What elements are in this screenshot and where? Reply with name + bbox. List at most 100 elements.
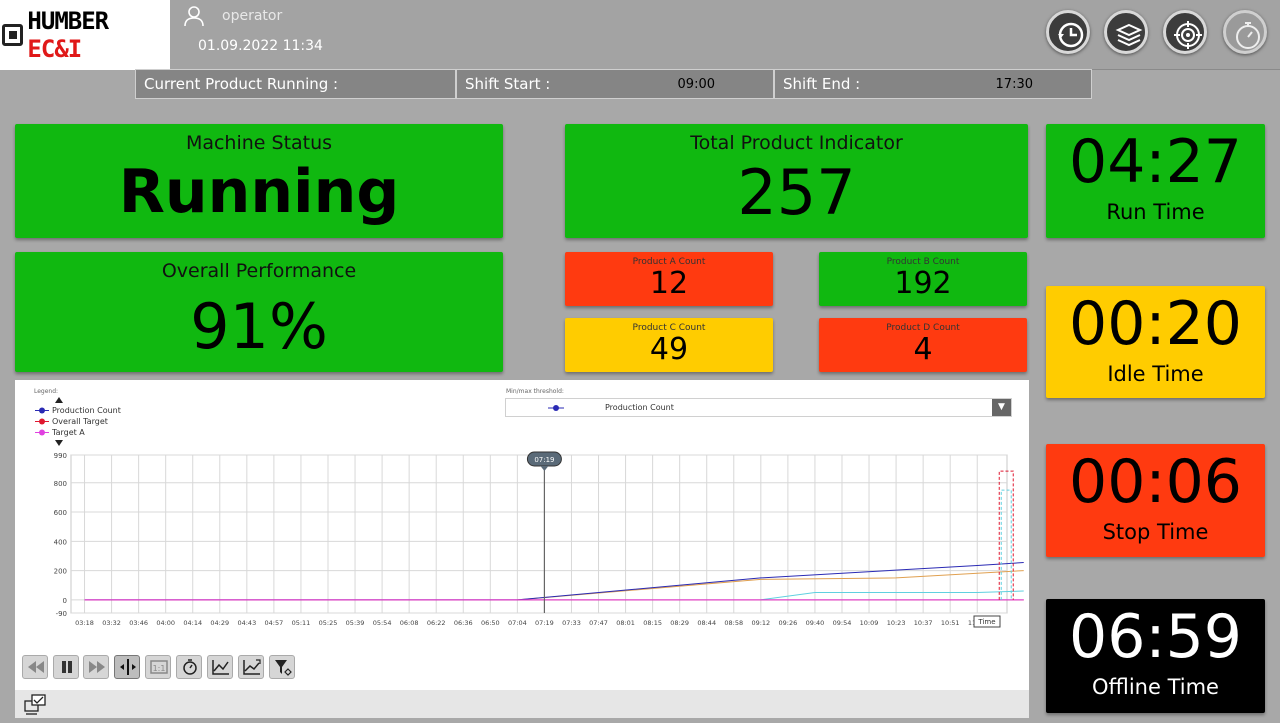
date-time: 01.09.2022 11:34 bbox=[198, 38, 323, 54]
x-tick-label: 08:01 bbox=[616, 619, 635, 627]
legend-label: Overall Target bbox=[52, 417, 108, 426]
idle-time-label: Idle Time bbox=[1107, 362, 1204, 386]
legend-marker bbox=[35, 407, 49, 414]
legend-item[interactable]: Overall Target bbox=[35, 417, 108, 426]
product-c-label: Product C Count bbox=[632, 323, 706, 333]
y-tick-label: 0 bbox=[63, 597, 67, 605]
ruler-icon bbox=[120, 659, 136, 675]
x-tick-label: 10:09 bbox=[860, 619, 879, 627]
x-tick-label: 07:33 bbox=[562, 619, 581, 627]
x-tick-label: 07:47 bbox=[589, 619, 608, 627]
legend-expand-icon[interactable] bbox=[55, 440, 63, 446]
offline-time-panel: 06:59 Offline Time bbox=[1046, 599, 1265, 713]
run-time-value: 04:27 bbox=[1069, 127, 1242, 197]
forward-icon bbox=[89, 661, 105, 673]
y-tick-label: 600 bbox=[54, 509, 67, 517]
x-tick-label: 05:25 bbox=[319, 619, 338, 627]
x-tick-label: 07:04 bbox=[508, 619, 527, 627]
stopwatch-button[interactable] bbox=[176, 655, 202, 679]
screen-select-icon[interactable] bbox=[24, 694, 48, 716]
target-icon[interactable] bbox=[1163, 10, 1207, 54]
pause-icon bbox=[62, 661, 72, 673]
legend-item[interactable]: Production Count bbox=[35, 406, 121, 415]
total-product-value: 257 bbox=[737, 156, 856, 229]
shift-end-label: Shift End : bbox=[783, 75, 861, 93]
one-to-one-icon: 1:1 bbox=[150, 660, 168, 674]
x-tick-label: 06:50 bbox=[481, 619, 500, 627]
threshold-title: Min/max threshold: bbox=[506, 388, 564, 395]
y-tick-label: 990 bbox=[54, 452, 67, 460]
legend-title: Legend: bbox=[34, 388, 59, 395]
user-icon bbox=[184, 6, 204, 27]
logo: HUMBER EC&I bbox=[0, 0, 170, 70]
overall-performance-label: Overall Performance bbox=[161, 260, 357, 282]
shift-start-value: 09:00 bbox=[677, 76, 715, 92]
total-product-label: Total Product Indicator bbox=[690, 132, 903, 154]
y-tick-label: 200 bbox=[54, 568, 67, 576]
cursor-label: 07:19 bbox=[534, 456, 554, 464]
trend-chart-panel: Legend: Production Count Overall Target Ta… bbox=[15, 380, 1029, 718]
run-time-label: Run Time bbox=[1106, 200, 1205, 224]
ruler-button[interactable] bbox=[114, 655, 140, 679]
legend-marker bbox=[35, 418, 49, 425]
threshold-select-value: Production Count bbox=[605, 403, 674, 412]
y-tick-label: 400 bbox=[54, 538, 67, 546]
x-tick-label: 03:46 bbox=[129, 619, 148, 627]
stop-time-value: 00:06 bbox=[1069, 447, 1242, 517]
svg-text:1:1: 1:1 bbox=[153, 664, 166, 673]
threshold-select[interactable]: Production Count ▼ bbox=[505, 398, 1012, 417]
current-product-label: Current Product Running : bbox=[144, 75, 339, 93]
chevron-down-icon[interactable]: ▼ bbox=[992, 399, 1011, 416]
plot-area bbox=[70, 454, 1008, 614]
idle-time-panel: 00:20 Idle Time bbox=[1046, 286, 1265, 398]
overall-target-trace bbox=[998, 470, 1014, 600]
forward-button[interactable] bbox=[83, 655, 109, 679]
history-icon[interactable] bbox=[1046, 10, 1090, 54]
filter-icon bbox=[275, 660, 292, 676]
product-b-value: 192 bbox=[894, 266, 952, 301]
run-time-panel: 04:27 Run Time bbox=[1046, 124, 1265, 238]
trend-zoom-button[interactable] bbox=[238, 655, 264, 679]
y-tick-label: 800 bbox=[54, 480, 67, 488]
pause-button[interactable] bbox=[53, 655, 79, 679]
threshold-series-marker-icon bbox=[548, 405, 564, 411]
offline-time-value: 06:59 bbox=[1069, 602, 1242, 672]
cursor-pointer bbox=[540, 466, 549, 471]
shift-start-cell: Shift Start : 09:00 bbox=[456, 69, 774, 99]
rewind-icon bbox=[28, 661, 44, 673]
stopwatch-icon[interactable] bbox=[1223, 10, 1267, 54]
filter-button[interactable] bbox=[269, 655, 295, 679]
one-to-one-button[interactable]: 1:1 bbox=[145, 655, 171, 679]
product-a-value: 12 bbox=[649, 266, 689, 301]
x-tick-label: 06:36 bbox=[454, 619, 473, 627]
x-tick-label: 09:40 bbox=[806, 619, 825, 627]
overall-performance-value: 91% bbox=[190, 290, 328, 363]
trend-button[interactable] bbox=[207, 655, 233, 679]
product-d-panel: Product D Count 4 bbox=[819, 318, 1027, 372]
legend-label: Target A bbox=[52, 428, 85, 437]
legend-item[interactable]: Target A bbox=[35, 428, 85, 437]
x-tick-label: 06:08 bbox=[400, 619, 419, 627]
trend-chart[interactable]: 990 800 600 400 200 0 -90 03:18 03:32 03:46 04:00 0… bbox=[29, 450, 1029, 710]
x-tick-label: 04:29 bbox=[210, 619, 229, 627]
x-tick-label: 03:18 bbox=[75, 619, 94, 627]
top-bar: HUMBER EC&I operator 01.09.2022 11:34 bbox=[0, 0, 1280, 70]
user-name: operator bbox=[222, 8, 283, 24]
legend-collapse-icon[interactable] bbox=[55, 397, 63, 403]
y-tick-label: -90 bbox=[56, 610, 67, 618]
stop-time-label: Stop Time bbox=[1102, 520, 1209, 544]
layers-icon[interactable] bbox=[1104, 10, 1148, 54]
x-tick-label: 10:23 bbox=[887, 619, 906, 627]
product-c-value: 49 bbox=[649, 332, 689, 367]
x-tick-label: 08:44 bbox=[697, 619, 716, 627]
x-tick-label: 09:12 bbox=[751, 619, 770, 627]
machine-status-panel: Machine Status Running bbox=[15, 124, 503, 238]
x-tick-label: 05:54 bbox=[373, 619, 392, 627]
shift-end-value: 17:30 bbox=[995, 76, 1033, 92]
rewind-button[interactable] bbox=[22, 655, 48, 679]
legend-label: Production Count bbox=[52, 406, 121, 415]
product-c-panel: Product C Count 49 bbox=[565, 318, 773, 372]
shift-bar: Current Product Running : Shift Start : … bbox=[135, 69, 1092, 99]
x-tick-label: 07:19 bbox=[535, 619, 554, 627]
chart-toolbar bbox=[15, 690, 1029, 718]
